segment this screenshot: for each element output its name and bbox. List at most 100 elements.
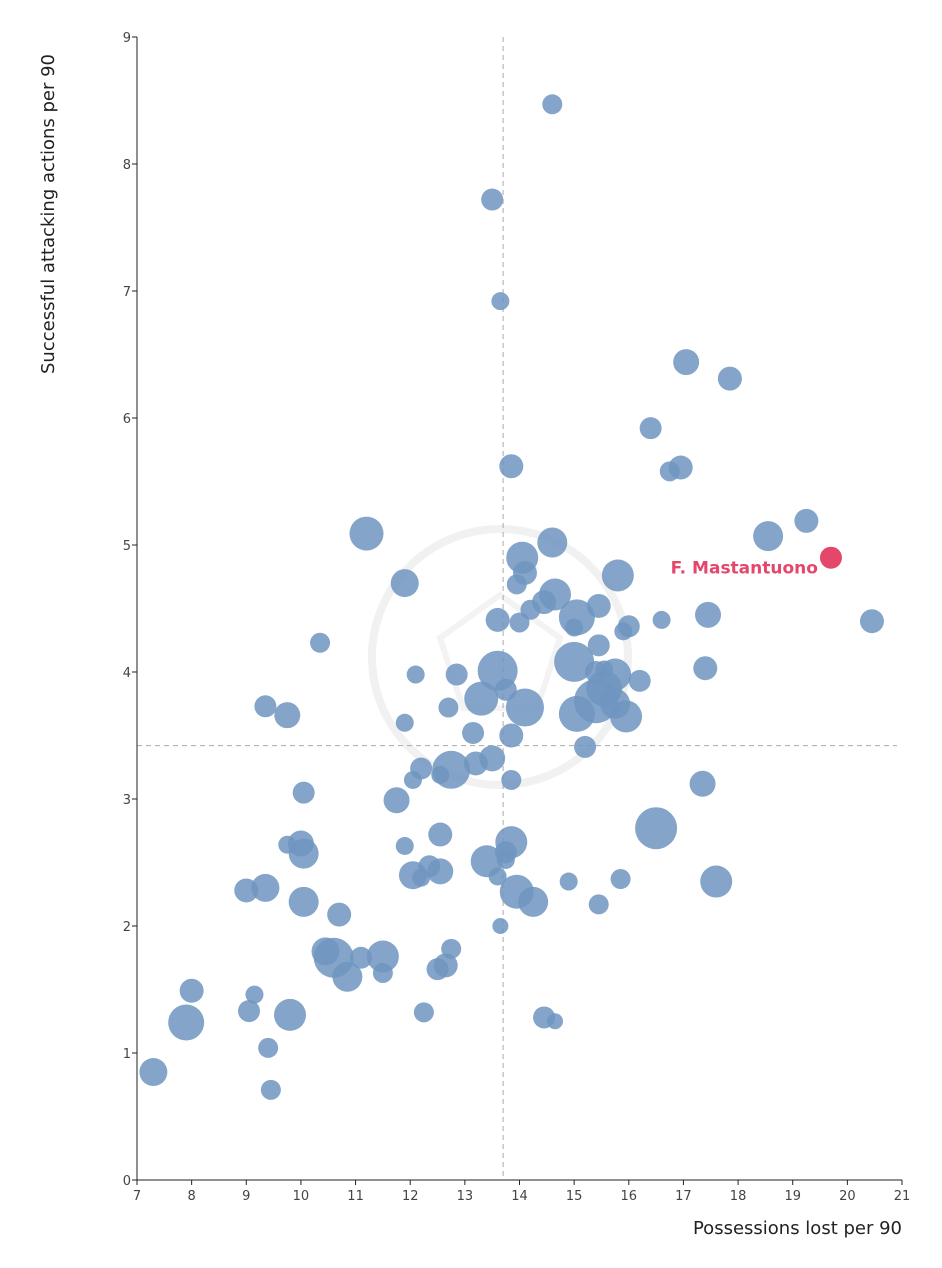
data-point <box>488 867 507 886</box>
data-point <box>587 634 610 657</box>
y-axis-title: Successful attacking actions per 90 <box>38 54 59 374</box>
data-point <box>491 292 510 311</box>
x-tick-label: 13 <box>457 1189 474 1204</box>
data-point <box>753 521 784 552</box>
data-point <box>445 663 468 686</box>
y-tick-label: 3 <box>123 793 131 808</box>
x-tick-label: 9 <box>242 1189 250 1204</box>
data-point <box>310 632 331 653</box>
data-point <box>332 961 363 992</box>
data-point <box>427 858 454 885</box>
x-tick-label: 18 <box>730 1189 747 1204</box>
data-point <box>554 641 595 682</box>
x-tick-label: 12 <box>402 1189 419 1204</box>
data-point <box>292 781 315 804</box>
data-point <box>547 1013 564 1030</box>
data-point <box>372 962 393 983</box>
data-point <box>700 865 733 898</box>
data-point <box>859 609 884 634</box>
data-point <box>693 656 718 681</box>
x-tick-label: 17 <box>675 1189 692 1204</box>
data-point <box>288 838 319 869</box>
data-point <box>395 713 414 732</box>
data-point <box>652 610 671 629</box>
y-tick-label: 2 <box>123 920 131 935</box>
y-tick-label: 7 <box>123 285 131 300</box>
data-point <box>464 681 499 716</box>
data-point <box>254 695 277 718</box>
points-layer <box>139 94 884 1100</box>
data-point <box>395 836 414 855</box>
x-tick-label: 19 <box>784 1189 801 1204</box>
data-point <box>717 366 742 391</box>
data-point <box>574 735 597 758</box>
data-point <box>349 516 384 551</box>
data-point <box>274 998 306 1031</box>
data-point <box>274 702 301 729</box>
data-point <box>412 868 431 887</box>
data-point <box>288 886 319 917</box>
data-point <box>366 940 399 973</box>
data-point <box>390 569 419 598</box>
data-point <box>245 985 264 1004</box>
x-tick-label: 16 <box>621 1189 638 1204</box>
x-tick-label: 11 <box>347 1189 364 1204</box>
data-point <box>260 1079 281 1100</box>
data-point <box>537 527 568 558</box>
data-point <box>689 770 716 797</box>
data-point <box>588 894 609 915</box>
watermark-logo <box>368 525 632 789</box>
data-point <box>438 697 459 718</box>
x-tick-label: 10 <box>293 1189 310 1204</box>
y-tick-label: 6 <box>123 412 131 427</box>
y-tick-label: 9 <box>123 31 131 46</box>
x-tick-label: 14 <box>511 1189 528 1204</box>
y-tick-label: 4 <box>123 666 131 681</box>
data-point <box>168 1004 205 1041</box>
data-point <box>695 601 722 628</box>
data-point <box>492 918 509 934</box>
data-point <box>179 978 204 1003</box>
x-tick-label: 15 <box>566 1189 583 1204</box>
data-point <box>501 769 522 790</box>
data-point <box>350 946 373 969</box>
data-point <box>542 94 563 115</box>
data-point <box>496 850 515 869</box>
data-point <box>426 958 449 981</box>
data-point <box>485 607 510 632</box>
data-point <box>413 1002 434 1023</box>
data-point <box>794 508 819 533</box>
x-tick-label: 20 <box>839 1189 856 1204</box>
data-point <box>601 559 634 592</box>
data-point <box>139 1058 168 1087</box>
data-point <box>518 886 549 917</box>
y-tick-label: 5 <box>123 539 131 554</box>
data-point <box>234 878 259 903</box>
data-point <box>462 721 485 744</box>
data-point <box>481 188 504 211</box>
data-point <box>559 872 578 891</box>
highlight-point <box>819 546 842 569</box>
y-tick-label: 8 <box>123 158 131 173</box>
data-point <box>251 873 280 902</box>
data-point <box>509 612 530 633</box>
data-point <box>506 574 527 595</box>
data-point <box>238 1000 261 1023</box>
data-point <box>383 787 410 814</box>
data-point <box>668 455 693 480</box>
data-point <box>617 615 640 638</box>
data-point <box>565 618 584 637</box>
y-tick-label: 0 <box>123 1174 131 1189</box>
data-point <box>327 902 352 927</box>
x-tick-label: 7 <box>133 1189 141 1204</box>
data-point <box>499 723 524 748</box>
data-point <box>428 822 453 847</box>
data-point <box>499 454 524 479</box>
data-point <box>431 765 450 784</box>
data-point <box>610 869 631 890</box>
x-tick-label: 8 <box>188 1189 196 1204</box>
y-tick-label: 1 <box>123 1047 131 1062</box>
data-point <box>258 1037 279 1058</box>
